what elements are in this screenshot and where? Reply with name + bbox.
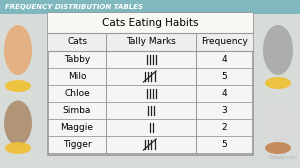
Text: 5: 5: [222, 72, 227, 81]
Ellipse shape: [263, 100, 293, 145]
Ellipse shape: [5, 80, 31, 92]
Text: Chloe: Chloe: [64, 89, 90, 98]
Text: Cats Eating Habits: Cats Eating Habits: [102, 18, 199, 28]
Ellipse shape: [265, 77, 291, 89]
Bar: [48, 13, 253, 33]
Bar: [48, 33, 106, 51]
Text: Tabby: Tabby: [64, 55, 90, 64]
Ellipse shape: [4, 100, 32, 145]
Text: 3: 3: [222, 106, 227, 115]
Text: FREQUENCY DISTRIBUTION TABLES: FREQUENCY DISTRIBUTION TABLES: [5, 4, 143, 10]
Bar: [196, 33, 253, 51]
Ellipse shape: [265, 142, 291, 154]
Bar: [48, 13, 253, 155]
Text: Maggie: Maggie: [61, 123, 94, 132]
Text: 2: 2: [222, 123, 227, 132]
Text: Tally Marks: Tally Marks: [126, 37, 176, 47]
Text: 4: 4: [222, 55, 227, 64]
Text: Frequency: Frequency: [201, 37, 248, 47]
Text: Simba: Simba: [63, 106, 91, 115]
Text: 5: 5: [222, 140, 227, 149]
Text: Tigger: Tigger: [63, 140, 91, 149]
Ellipse shape: [5, 142, 31, 154]
Text: ©study.com: ©study.com: [267, 154, 297, 160]
Bar: [106, 33, 196, 51]
Bar: [0, 0, 300, 14]
Text: Milo: Milo: [68, 72, 86, 81]
Text: Cats: Cats: [67, 37, 87, 47]
Ellipse shape: [263, 25, 293, 75]
Text: 4: 4: [222, 89, 227, 98]
Ellipse shape: [4, 25, 32, 75]
